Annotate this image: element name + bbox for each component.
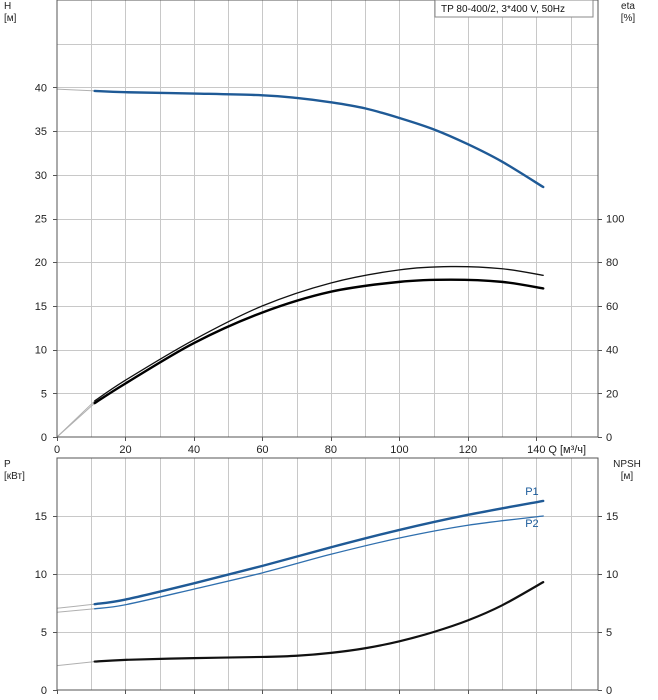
left-tick-label: 10 (35, 569, 47, 581)
bottom-panel-series (56, 499, 545, 667)
top-panel-frame (56, 0, 599, 438)
left-tick-label: 30 (35, 170, 47, 182)
left-tick-label: 35 (35, 126, 47, 138)
legend-box (434, 0, 594, 18)
right-tick-label: 40 (606, 345, 618, 357)
series-line (93, 278, 545, 405)
x-tick-label: 140 (527, 444, 545, 456)
x-tick-label: 100 (390, 444, 408, 456)
series-line (94, 265, 544, 402)
head-efficiency-panel: 0 5 10 15 20 25 30 35 40 0 20 40 60 80 100 0 20 40 60 80 100… (4, 0, 635, 456)
left-tick-label: 5 (41, 627, 47, 639)
series-line (93, 581, 545, 663)
axis-label-line: H (4, 1, 11, 12)
series-extrapolation-line (56, 661, 95, 667)
left-tick-label: 0 (41, 432, 47, 444)
series-label: P2 (525, 518, 538, 530)
series-labels: P1 P2 (525, 486, 538, 530)
left-tick-label: 20 (35, 257, 47, 269)
right-tick-label: 15 (606, 511, 618, 523)
axis-label-line: NPSH (613, 459, 641, 470)
right-tick-label: 80 (606, 257, 618, 269)
series-extrapolation-line (56, 608, 95, 613)
bottom-panel-ticks: 0 5 10 15 0 5 10 15 (35, 511, 619, 697)
axis-label-line: [м] (621, 471, 634, 482)
series-line (93, 89, 545, 189)
right-tick-label: 20 (606, 388, 618, 400)
npsh-axis-label: NPSH [м] (613, 459, 641, 482)
axis-label-line: P (4, 459, 11, 470)
x-tick-label: 40 (188, 444, 200, 456)
power-axis-label: P [кВт] (4, 459, 25, 482)
series-extrapolation-line (56, 402, 95, 438)
right-tick-label: 10 (606, 569, 618, 581)
right-tick-label: 0 (606, 432, 612, 444)
left-tick-label: 0 (41, 685, 47, 697)
top-panel-ticks: 0 5 10 15 20 25 30 35 40 0 20 40 60 80 100 0 20 40 60 80 100… (35, 82, 625, 456)
series-extrapolation-line (56, 88, 95, 92)
series-extrapolation-line (56, 603, 95, 609)
head-axis-label: H [м] (4, 1, 17, 24)
flow-axis-label: Q [м³/ч] (548, 444, 586, 456)
x-tick-label: 0 (54, 444, 60, 456)
axis-label-line: [м] (4, 13, 17, 24)
x-tick-label: 20 (119, 444, 131, 456)
axis-label-line: eta (621, 1, 635, 12)
power-npsh-panel: 0 5 10 15 0 5 10 15 P [кВт] NPSH [м] P1 P2 (4, 457, 641, 697)
right-tick-label: 0 (606, 685, 612, 697)
top-panel-grid (57, 0, 598, 437)
bottom-panel-grid (57, 458, 598, 690)
axis-label-line: [%] (621, 13, 636, 24)
series-line (94, 515, 544, 610)
chart-legend: TP 80-400/2, 3*400 V, 50Hz (434, 0, 594, 18)
legend-title: TP 80-400/2, 3*400 V, 50Hz (441, 4, 565, 15)
x-tick-label: 120 (459, 444, 477, 456)
x-tick-label: 80 (325, 444, 337, 456)
left-tick-label: 10 (35, 345, 47, 357)
left-tick-label: 5 (41, 388, 47, 400)
top-panel-series (56, 88, 545, 438)
x-tick-label: 60 (256, 444, 268, 456)
left-tick-label: 15 (35, 511, 47, 523)
series-label: P1 (525, 486, 538, 498)
series-line (93, 499, 545, 606)
efficiency-axis-label: eta [%] (621, 1, 636, 24)
left-tick-label: 25 (35, 214, 47, 226)
left-tick-label: 40 (35, 82, 47, 94)
right-tick-label: 100 (606, 214, 624, 226)
axis-label-line: [кВт] (4, 471, 25, 482)
right-tick-label: 60 (606, 301, 618, 313)
right-tick-label: 5 (606, 627, 612, 639)
left-tick-label: 15 (35, 301, 47, 313)
